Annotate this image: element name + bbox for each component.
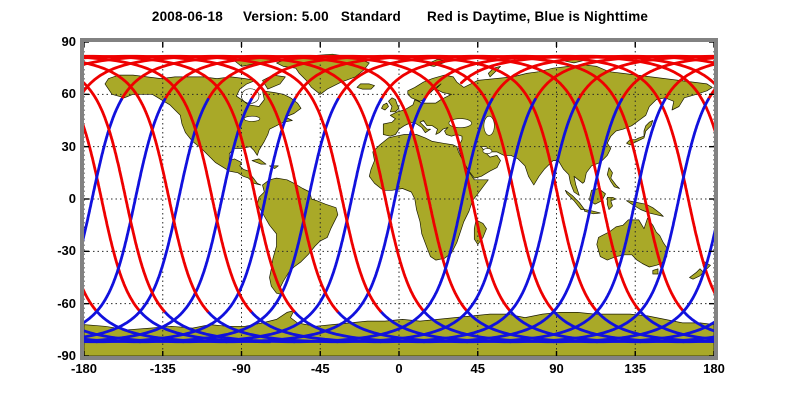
x-tick-label: -180 [70,361,98,376]
land-polygon [381,102,389,111]
x-tick-label: 0 [395,361,403,376]
x-tick-label: 45 [470,361,485,376]
y-tick-label: -90 [57,348,76,363]
track-segment-day [84,56,253,313]
land-polygon [564,189,585,210]
track-segment-day [84,54,296,313]
x-tick-label: 135 [624,361,647,376]
land-polygon [652,268,659,275]
title-legend: Red is Daytime, Blue is Nighttime [426,9,649,24]
track-segment-day [84,81,166,313]
x-tick-label: 180 [703,361,725,376]
track-segment-day [84,123,142,313]
track-segment-day [460,54,714,86]
plot-content [84,42,714,356]
title-version: Version: 5.00 [242,9,329,24]
track-segment-night [138,98,340,344]
x-tick-label: -90 [232,361,251,376]
title-date: 2008-06-18 [151,9,223,24]
map-and-tracks-canvas [84,42,714,356]
land-polygon [606,167,620,189]
land-polygon [388,97,400,113]
plot-frame [80,38,718,360]
track-segment-night [292,98,494,344]
track-segment-night [181,98,383,344]
track-segment-day [84,61,209,313]
track-segment-night [379,98,580,344]
y-tick-label: -60 [57,295,76,311]
y-tick-label: -30 [57,243,76,259]
track-segment-night [422,98,624,344]
land-polygon [251,158,267,165]
y-tick-label: 0 [68,191,76,206]
track-wrap-copy [84,54,714,344]
lake-great-lakes [243,115,261,122]
track-segment-night [84,98,123,242]
track-wrap-copy [292,54,714,344]
track-segment-night [638,309,714,341]
track-segment-night [205,309,339,344]
ground-tracks [84,54,714,344]
track-segment-night [84,98,253,343]
track-segment-night [465,98,667,344]
track-segment-night [552,229,714,344]
track-segment-night [162,309,296,344]
track-segment-night [95,98,296,344]
land-polygon [356,83,375,90]
y-tick-label: 60 [61,86,76,102]
land-polygon [606,196,617,210]
track-segment-night [225,98,426,344]
y-tick-label: 30 [61,138,76,154]
x-tick-label: 90 [549,361,564,376]
plot-title: 2008-06-18 Version: 5.00 Standard Red is Da… [0,9,800,24]
x-tick-label: -135 [149,361,176,376]
tick-marks [84,42,714,356]
title-mode: Standard [340,9,401,24]
track-segment-night [84,98,167,325]
lake-caspian-sea [483,115,495,136]
land-polygon [626,120,654,146]
track-segment-night [84,98,210,339]
x-tick-label: -45 [310,361,330,376]
lake-persian-gulf [482,148,493,154]
y-tick-label: 90 [61,34,76,49]
track-segment-night [336,98,537,344]
track-segment-night [509,98,710,344]
track-segment-night [681,309,714,333]
